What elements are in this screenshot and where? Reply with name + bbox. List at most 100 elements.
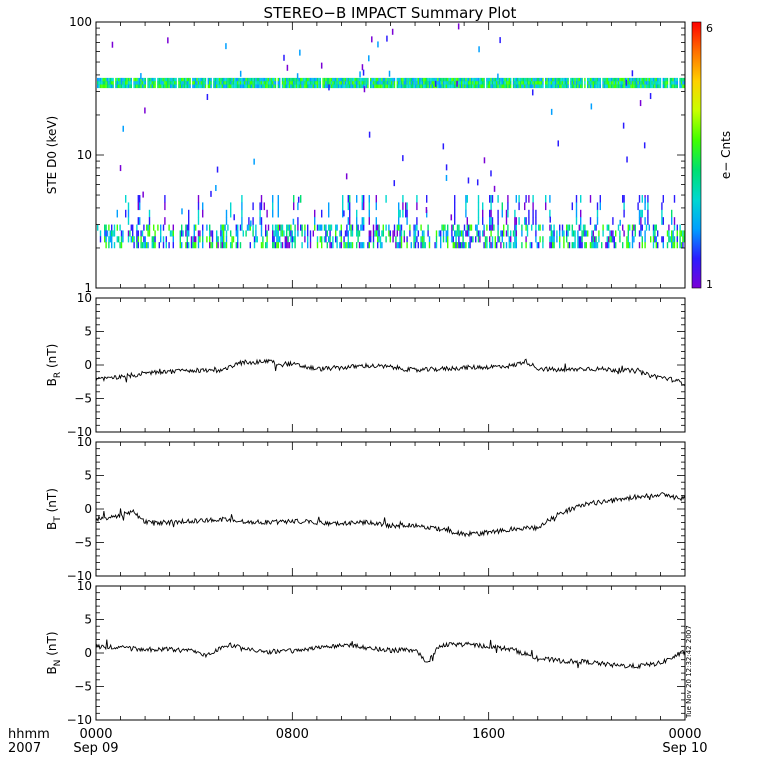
spectrogram-cell-band-2 [231,84,233,89]
spectrogram-cell-band-0 [111,242,113,249]
spectrogram-cell-band-0 [112,230,114,237]
spectrogram-cell-band-0 [538,242,540,249]
spectrogram-cell-band-2 [371,84,373,89]
spectrogram-sparse-point [144,107,146,114]
spectrogram-cell-band-2 [619,81,621,85]
spectrogram-cell-band-2 [659,81,662,85]
spectrogram-cell-band-2 [402,77,404,82]
spectrogram-cell-band-2 [671,84,673,89]
colorbar-max-label: 6 [706,22,713,35]
x-tick-date-label: Sep 09 [73,741,118,756]
spectrogram-cell-band-0 [136,236,138,243]
spectrogram-cell-band-2 [522,77,524,82]
spectrogram-cell-band-0 [442,236,445,243]
colorbar-gradient [691,21,702,289]
spectrogram-cell-band-2 [644,77,646,82]
spectrogram-cell-band-0 [619,236,621,243]
spectrogram-cell-band-1 [416,217,418,225]
spectrogram-cell-band-1 [507,209,509,218]
spectrogram-cell-band-2 [675,77,677,82]
spectrogram-cell-band-2 [608,77,610,82]
spectrogram-cell-band-0 [567,224,569,231]
spectrogram-cell-band-2 [350,84,352,89]
spectrogram-cell-band-2 [505,77,508,82]
spectrogram-cell-band-1 [188,209,190,218]
spectrogram-sparse-point [296,73,299,80]
spectrogram-cell-band-2 [552,84,554,89]
spectrogram-cell-band-0 [631,242,634,249]
spectrogram-cell-band-0 [242,230,244,237]
spectrogram-cell-band-2 [183,84,186,89]
spectrogram-cell-band-2 [557,77,559,82]
spectrogram-cell-band-2 [581,77,583,82]
spectrogram-cell-band-0 [515,236,517,243]
spectrogram-cell-band-2 [592,77,594,82]
spectrogram-cell-band-0 [538,224,540,231]
spectrogram-cell-band-2 [139,81,141,85]
spectrogram-cell-band-2 [378,77,380,82]
spectrogram-cell-band-2 [357,77,359,82]
spectrogram-cell-band-2 [336,77,338,82]
spectrogram-cell-band-2 [347,77,349,82]
spectrogram-cell-band-1 [623,195,625,203]
spectrogram-cell-band-2 [515,81,517,85]
spectrogram-cell-band-2 [637,77,639,82]
spectrogram-cell-band-2 [314,84,316,89]
spectrogram-cell-band-2 [529,77,531,82]
spectrogram-cell-band-2 [293,81,295,85]
spectrogram-cell-band-2 [407,81,410,85]
spectrogram-cell-band-2 [231,81,233,85]
spectrogram-cell-band-2 [683,84,685,89]
spectrogram-cell-band-0 [357,230,359,237]
spectrogram-cell-band-2 [512,81,515,85]
spectrogram-cell-band-0 [542,236,544,243]
spectrogram-cell-band-2 [127,77,130,82]
spectrogram-cell-band-2 [545,81,547,85]
y-axis-label: BT (nT) [45,488,63,530]
spectrogram-cell-band-2 [412,77,414,82]
spectrogram-cell-band-0 [127,230,130,237]
spectrogram-cell-band-2 [239,81,242,85]
spectrogram-cell-band-0 [116,236,118,243]
spectrogram-sparse-point [239,70,242,77]
spectrogram-sparse-point [450,214,453,221]
spectrogram-cell-band-2 [428,81,431,85]
spectrogram-cell-band-0 [549,224,551,231]
spectrogram-cell-band-2 [535,81,537,85]
spectrogram-cell-band-0 [556,236,558,243]
spectrogram-cell-band-0 [157,224,159,231]
spectrogram-cell-band-0 [615,242,617,249]
spectrogram-cell-band-0 [503,242,505,249]
spectrogram-cell-band-0 [382,230,384,237]
spectrogram-cell-band-0 [336,242,338,249]
spectrogram-cell-band-0 [290,236,292,243]
spectrogram-cell-band-1 [202,209,204,218]
spectrogram-cell-band-0 [442,224,445,231]
spectrogram-cell-band-2 [329,77,331,82]
spectrogram-cell-band-0 [668,230,670,237]
spectrogram-cell-band-2 [284,81,286,85]
spectrogram-cell-band-0 [109,230,111,237]
spectrogram-cell-band-2 [360,84,362,89]
spectrogram-cell-band-1 [405,202,407,211]
spectrogram-cell-band-2 [223,84,225,89]
spectrogram-cell-band-1 [347,195,349,203]
spectrogram-cell-band-2 [556,84,558,89]
spectrogram-cell-band-0 [252,224,254,231]
spectrogram-cell-band-2 [301,77,303,82]
spectrogram-sparse-point [644,197,646,204]
spectrogram-cell-band-0 [122,230,124,237]
spectrogram-cell-band-0 [370,230,372,237]
spectrogram-cell-band-2 [664,81,666,85]
spectrogram-cell-band-2 [141,81,144,85]
spectrogram-cell-band-0 [388,230,390,237]
spectrogram-cell-band-0 [661,236,663,243]
spectrogram-cell-band-0 [421,236,424,243]
spectrogram-cell-band-0 [120,242,123,249]
spectrogram-cell-band-0 [392,236,394,243]
spectrogram-cell-band-2 [435,84,438,89]
spectrogram-cell-band-2 [161,81,163,85]
spectrogram-cell-band-2 [659,84,662,89]
spectrogram-cell-band-2 [123,84,125,89]
